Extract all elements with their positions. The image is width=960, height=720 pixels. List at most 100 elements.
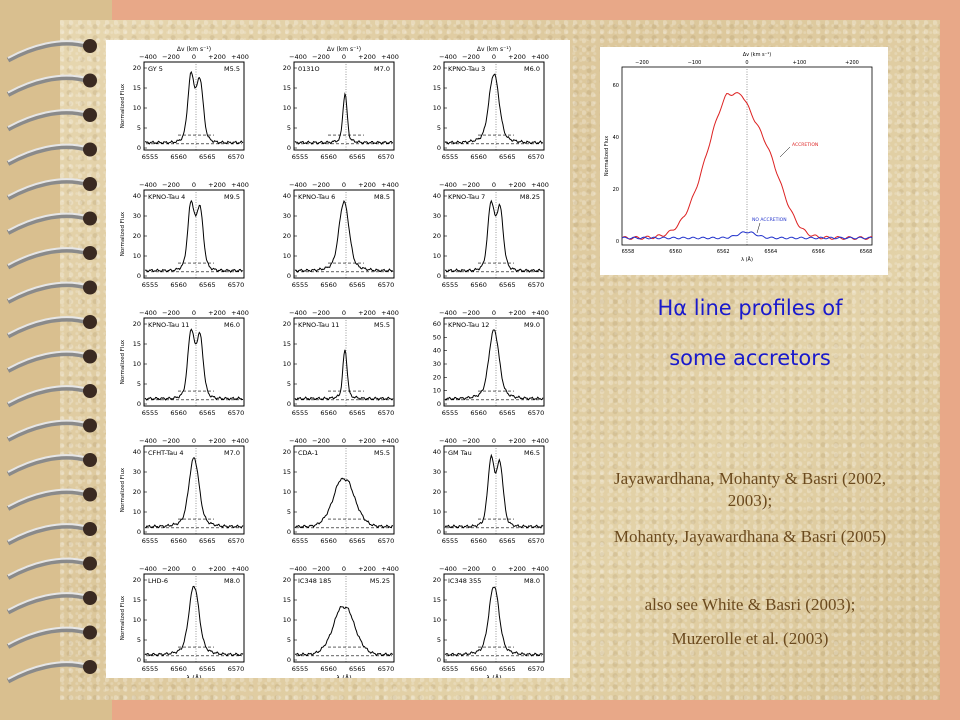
citation-3: also see White & Basri (2003); xyxy=(644,595,856,614)
velocity-axis-label: Δv (km s⁻¹) xyxy=(327,46,361,53)
wavelength-tick-label: 6570 xyxy=(228,409,245,417)
spiral-ring xyxy=(6,349,97,373)
velocity-tick-label: −400 xyxy=(139,309,157,317)
flux-tick-label: 20 xyxy=(433,373,441,381)
flux-tick-label: 20 xyxy=(613,187,619,193)
velocity-tick-label: +400 xyxy=(231,53,249,61)
panel-frame xyxy=(443,61,545,151)
ring-highlight xyxy=(7,454,89,473)
flux-tick-label: 10 xyxy=(133,616,141,624)
ring-wire xyxy=(6,454,89,477)
panel-frame xyxy=(443,189,545,279)
flux-tick-label: 0 xyxy=(287,400,291,408)
ring-wire xyxy=(6,385,89,408)
spectral-type: M5.25 xyxy=(370,577,390,585)
flux-tick-label: 10 xyxy=(433,104,441,112)
wavelength-tick-label: 6565 xyxy=(199,281,216,289)
flux-tick-label: 0 xyxy=(137,400,141,408)
wavelength-tick-label: 6564 xyxy=(764,249,777,255)
velocity-tick-label: +400 xyxy=(231,181,249,189)
velocity-tick-label: 0 xyxy=(492,565,496,573)
flux-tick-label: 0 xyxy=(437,400,441,408)
flux-tick-label: 40 xyxy=(433,192,441,200)
wavelength-tick-label: 6570 xyxy=(228,537,245,545)
velocity-tick-label: −200 xyxy=(462,181,480,189)
wavelength-tick-label: 6565 xyxy=(349,665,366,673)
ring-highlight xyxy=(7,557,89,577)
velocity-tick-label: −200 xyxy=(162,309,180,317)
binding-hole xyxy=(83,660,97,674)
flux-tick-label: 20 xyxy=(283,64,291,72)
velocity-tick-label: +200 xyxy=(358,53,376,61)
flux-tick-label: 0 xyxy=(437,656,441,664)
panel-frame xyxy=(443,573,545,663)
velocity-tick-label: −200 xyxy=(312,181,330,189)
ring-highlight xyxy=(7,350,89,370)
wavelength-tick-label: 6555 xyxy=(442,665,459,673)
halpha-profile-curve xyxy=(294,200,394,273)
halpha-profile-curve xyxy=(144,456,244,529)
wavelength-tick-label: 6565 xyxy=(499,281,516,289)
spiral-ring xyxy=(6,280,97,304)
binding-hole xyxy=(83,522,97,536)
velocity-tick-label: −400 xyxy=(139,437,157,445)
velocity-tick-label: +400 xyxy=(231,309,249,317)
wavelength-tick-label: 6555 xyxy=(442,153,459,161)
velocity-tick-label: −400 xyxy=(439,437,457,445)
spiral-ring xyxy=(6,522,97,546)
flux-tick-label: 20 xyxy=(283,320,291,328)
wavelength-tick-label: 6570 xyxy=(528,537,545,545)
velocity-tick-label: +400 xyxy=(381,53,399,61)
flux-tick-label: 5 xyxy=(287,124,291,132)
flux-tick-label: 30 xyxy=(133,212,141,220)
binding-hole xyxy=(83,487,97,502)
profile-panel: −400 −200 0 +200 +400 0 5 10 15 20 6555 6560 6565 657… xyxy=(120,565,249,678)
wavelength-tick-label: 6560 xyxy=(320,153,337,161)
flux-tick-label: 60 xyxy=(613,83,619,89)
wavelength-tick-label: 6560 xyxy=(470,153,487,161)
flux-tick-label: 20 xyxy=(283,576,291,584)
flux-tick-label: 40 xyxy=(613,135,619,141)
wavelength-tick-label: 6560 xyxy=(470,281,487,289)
spiral-ring xyxy=(6,108,97,132)
halpha-profile-curve xyxy=(444,453,544,529)
panel-frame xyxy=(143,573,245,663)
wavelength-tick-label: 6555 xyxy=(142,153,159,161)
spiral-ring xyxy=(6,384,97,408)
spectral-type: M8.5 xyxy=(374,193,390,201)
flux-tick-label: 0 xyxy=(137,528,141,536)
flux-axis-label: Normalized Flux xyxy=(120,339,126,384)
profile-panel: −400 −200 0 +200 +400 0 10 20 30 40 6555 6560 6565 65… xyxy=(433,437,549,545)
wavelength-tick-label: 6565 xyxy=(349,281,366,289)
flux-tick-label: 15 xyxy=(133,84,141,92)
spectral-type: M8.25 xyxy=(520,193,540,201)
plot-frame xyxy=(621,66,873,246)
spiral-ring xyxy=(6,625,97,649)
velocity-tick-label: 0 xyxy=(342,181,346,189)
accretion-label: ACCRETION xyxy=(792,142,818,148)
flux-tick-label: 15 xyxy=(283,468,291,476)
velocity-tick-label: +400 xyxy=(531,53,549,61)
wavelength-tick-label: 6555 xyxy=(142,537,159,545)
flux-tick-label: 5 xyxy=(437,636,441,644)
panel-frame xyxy=(293,573,395,663)
ring-highlight xyxy=(7,488,89,508)
velocity-tick-label: −200 xyxy=(462,309,480,317)
binding-hole xyxy=(83,177,97,191)
velocity-tick-label: +200 xyxy=(208,181,226,189)
object-name: CDA-1 xyxy=(298,449,318,457)
wavelength-tick-label: 6560 xyxy=(170,537,187,545)
flux-tick-label: 40 xyxy=(283,192,291,200)
citation-4: Muzerolle et al. (2003) xyxy=(671,629,829,648)
spectral-type: M5.5 xyxy=(374,449,390,457)
flux-tick-label: 10 xyxy=(283,488,291,496)
spiral-ring xyxy=(6,177,97,201)
ring-highlight xyxy=(7,626,89,646)
velocity-tick-label: +400 xyxy=(381,309,399,317)
flux-tick-label: 10 xyxy=(433,252,441,260)
wavelength-tick-label: 6560 xyxy=(470,665,487,673)
flux-tick-label: 20 xyxy=(433,488,441,496)
spectral-type: M7.0 xyxy=(224,449,240,457)
halpha-profile-grid: −400 −200 0 +200 +400 Δv (km s⁻¹) 0 5 10 15 20 6555… xyxy=(106,40,570,678)
